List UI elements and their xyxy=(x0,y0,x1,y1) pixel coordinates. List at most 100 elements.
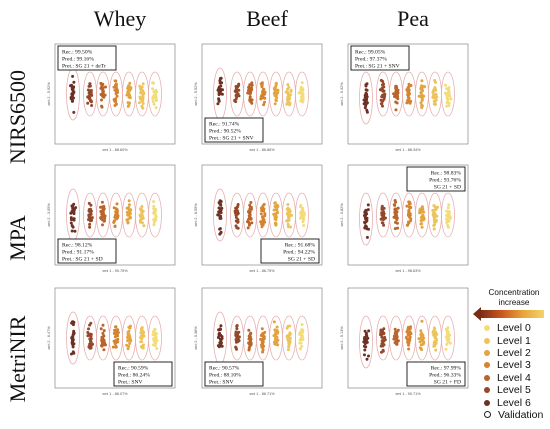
data-point xyxy=(259,212,263,216)
data-point xyxy=(128,81,132,85)
data-point xyxy=(422,94,426,98)
x-axis-label: xmi 1 - 86.86% xyxy=(249,148,275,152)
legend-marker-icon xyxy=(484,374,490,381)
data-point xyxy=(152,90,156,94)
data-point xyxy=(445,96,449,100)
data-point xyxy=(102,219,106,223)
data-point xyxy=(263,330,267,334)
data-point xyxy=(381,348,385,352)
data-point xyxy=(367,329,371,333)
data-point xyxy=(396,339,400,343)
data-point xyxy=(126,221,130,225)
data-point xyxy=(300,323,304,326)
data-point xyxy=(235,339,239,343)
data-point xyxy=(246,226,250,230)
data-point xyxy=(219,340,223,344)
data-point xyxy=(127,103,131,107)
data-point xyxy=(260,222,264,226)
y-axis-label: xmi 2 - 9.38% xyxy=(194,326,198,350)
y-axis-label: xmi 2 - 0.82% xyxy=(340,203,344,227)
data-point xyxy=(155,98,159,102)
data-point xyxy=(407,343,410,347)
data-point xyxy=(218,331,221,335)
data-point xyxy=(69,84,72,88)
data-point xyxy=(273,201,277,205)
data-point xyxy=(261,350,265,354)
data-point xyxy=(248,335,252,339)
metrics-text: Rec.: 90.57% xyxy=(209,366,240,372)
data-point xyxy=(380,339,384,343)
data-point xyxy=(88,82,92,86)
data-point xyxy=(236,337,240,341)
legend-label: Level 3 xyxy=(497,359,531,372)
data-point xyxy=(89,91,93,95)
data-point xyxy=(86,331,90,334)
data-point xyxy=(445,87,449,91)
metrics-text: Pred.: 99.16% xyxy=(62,57,94,63)
data-point xyxy=(126,347,130,351)
data-point xyxy=(396,95,400,98)
data-point xyxy=(88,96,92,100)
legend-marker-icon xyxy=(484,362,490,369)
data-point xyxy=(113,328,117,332)
scatter-panel: xmi 1 - 86.86%xmi 2 - 5.52%Rec.: 91.74%P… xyxy=(194,43,323,152)
data-point xyxy=(299,85,303,89)
data-point xyxy=(153,218,156,222)
data-point xyxy=(101,331,105,335)
data-point xyxy=(236,220,240,224)
metrics-text: Pred.: 90.52% xyxy=(209,129,241,135)
data-point xyxy=(70,336,74,339)
data-point xyxy=(139,90,143,94)
data-point xyxy=(446,330,450,334)
legend-label: Level 4 xyxy=(497,371,531,384)
data-point xyxy=(151,100,155,104)
data-point xyxy=(261,333,265,337)
confidence-ellipse xyxy=(295,315,309,361)
confidence-ellipse xyxy=(295,71,309,117)
data-point xyxy=(250,101,254,105)
data-point xyxy=(128,93,131,97)
data-point xyxy=(261,217,265,221)
data-point xyxy=(449,97,453,101)
x-axis-label: xmi 1 - 98.63% xyxy=(395,269,421,273)
data-point xyxy=(299,99,303,103)
data-point xyxy=(382,212,386,216)
data-point xyxy=(393,227,397,231)
metrics-box xyxy=(204,361,264,387)
y-axis-label: xmi 2 - 5.32% xyxy=(340,82,344,106)
data-point xyxy=(433,100,437,103)
data-point xyxy=(422,217,426,221)
data-point xyxy=(140,340,144,344)
data-point xyxy=(153,330,156,334)
data-point xyxy=(445,104,449,108)
data-point xyxy=(405,88,409,92)
scatter-panel: xmi 1 - 86.71%xmi 2 - 9.38%Rec.: 90.57%P… xyxy=(194,287,323,396)
data-point xyxy=(382,332,386,336)
x-axis-label: xmi 1 - 88.34% xyxy=(395,148,421,152)
data-point xyxy=(288,101,292,105)
data-point xyxy=(433,102,437,106)
data-point xyxy=(395,91,398,95)
data-point xyxy=(101,223,104,227)
data-point xyxy=(286,203,290,206)
data-point xyxy=(419,211,423,214)
data-point xyxy=(261,204,265,208)
data-point xyxy=(140,326,144,330)
data-point xyxy=(89,332,93,336)
metrics-text: Pred.: 88.10% xyxy=(209,373,241,379)
data-point xyxy=(302,218,306,222)
data-point xyxy=(99,205,102,209)
data-point xyxy=(407,210,411,214)
data-point xyxy=(447,211,451,215)
data-point xyxy=(367,227,370,231)
data-point xyxy=(392,215,396,219)
data-point xyxy=(141,214,144,218)
data-point xyxy=(396,88,400,92)
data-point xyxy=(366,203,370,207)
data-point xyxy=(273,342,277,346)
data-point xyxy=(104,85,107,89)
data-point xyxy=(112,206,116,210)
data-point xyxy=(152,223,156,227)
data-point xyxy=(298,341,302,345)
column-title-whey: Whey xyxy=(93,6,147,31)
